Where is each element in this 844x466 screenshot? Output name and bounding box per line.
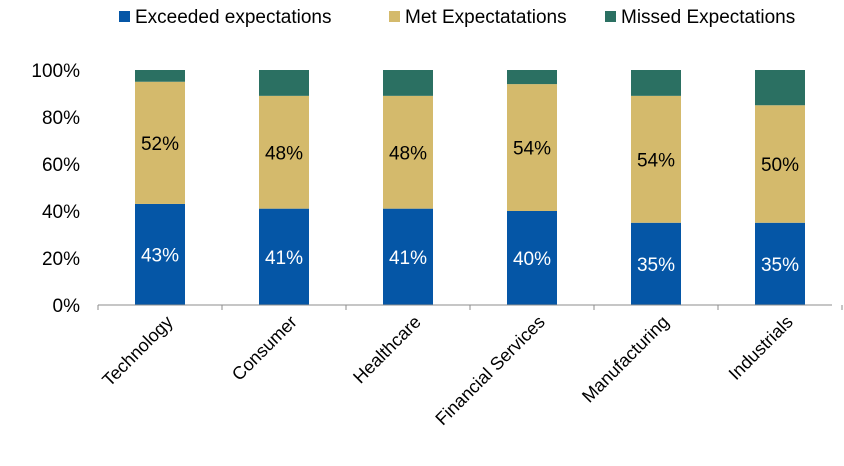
bar-missed-expectations-healthcare: [383, 70, 433, 96]
x-category-label-healthcare: Healthcare: [349, 312, 425, 388]
y-tick-label: 100%: [31, 61, 80, 82]
data-label-met-expectatations-industrials: 50%: [761, 155, 799, 176]
data-label-exceeded-expectations-industrials: 35%: [761, 255, 799, 276]
y-tick-label: 40%: [42, 202, 80, 223]
bar-missed-expectations-financial-services: [507, 70, 557, 85]
x-category-label-financial-services: Financial Services: [431, 312, 548, 429]
legend-swatch-exceeded-expectations: [119, 11, 130, 22]
legend-label-met-expectatations: Met Expectatations: [405, 7, 567, 28]
bar-missed-expectations-technology: [135, 70, 185, 82]
data-label-exceeded-expectations-technology: 43%: [141, 245, 179, 266]
data-label-met-expectatations-healthcare: 48%: [389, 143, 427, 164]
bar-met-expectatations-healthcare: [383, 95, 433, 209]
bar-exceeded-expectations-technology: [135, 203, 185, 305]
y-tick-label: 20%: [42, 249, 80, 270]
bar-missed-expectations-industrials: [755, 70, 805, 106]
legend-label-exceeded-expectations: Exceeded expectations: [135, 7, 331, 28]
legend-swatch-missed-expectations: [605, 11, 616, 22]
bar-missed-expectations-manufacturing: [631, 70, 681, 96]
bar-met-expectatations-manufacturing: [631, 95, 681, 223]
data-label-exceeded-expectations-manufacturing: 35%: [637, 255, 675, 276]
bar-exceeded-expectations-healthcare: [383, 208, 433, 305]
bar-met-expectatations-technology: [135, 81, 185, 204]
data-label-met-expectatations-manufacturing: 54%: [637, 150, 675, 171]
data-label-exceeded-expectations-financial-services: 40%: [513, 249, 551, 270]
data-label-met-expectatations-consumer: 48%: [265, 143, 303, 164]
bar-missed-expectations-consumer: [259, 70, 309, 96]
bar-exceeded-expectations-financial-services: [507, 211, 557, 305]
legend-label-missed-expectations: Missed Expectations: [621, 7, 795, 28]
bar-met-expectatations-financial-services: [507, 84, 557, 211]
x-category-label-consumer: Consumer: [228, 312, 301, 385]
data-label-met-expectatations-technology: 52%: [141, 134, 179, 155]
bar-exceeded-expectations-manufacturing: [631, 222, 681, 305]
bars: 43% 52% 41% 48% 41% 48% 40% 54% 35% 54% 35% 50%: [135, 70, 805, 305]
x-axis: Technology Consumer Healthcare Financial Se…: [97, 305, 843, 429]
data-label-exceeded-expectations-healthcare: 41%: [389, 248, 427, 269]
data-label-exceeded-expectations-consumer: 41%: [265, 248, 303, 269]
legend-swatch-met-expectatations: [389, 11, 400, 22]
x-category-label-industrials: Industrials: [725, 312, 797, 384]
y-tick-label: 0%: [53, 296, 81, 317]
bar-met-expectatations-industrials: [755, 105, 805, 223]
data-label-met-expectatations-financial-services: 54%: [513, 139, 551, 160]
bar-exceeded-expectations-consumer: [259, 208, 309, 305]
legend: Exceeded expectations Met Expectatations M…: [119, 7, 795, 28]
y-tick-label: 80%: [42, 108, 80, 129]
y-tick-label: 60%: [42, 155, 80, 176]
x-category-label-manufacturing: Manufacturing: [578, 312, 673, 407]
y-axis: 0% 20% 40% 60% 80% 100%: [31, 61, 80, 317]
bar-exceeded-expectations-industrials: [755, 222, 805, 305]
bar-met-expectatations-consumer: [259, 95, 309, 209]
x-category-label-technology: Technology: [98, 312, 177, 391]
